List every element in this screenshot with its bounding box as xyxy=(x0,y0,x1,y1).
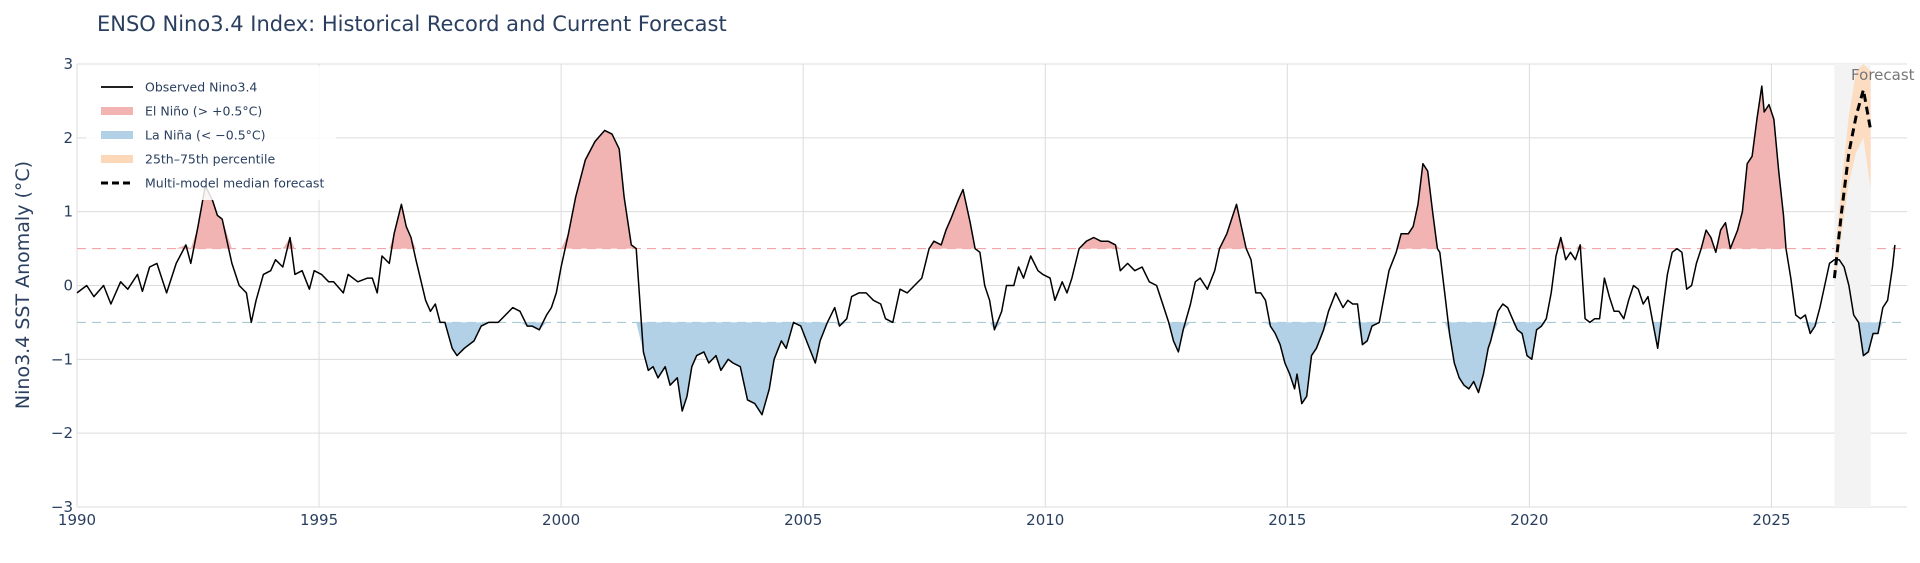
legend-label: 25th–75th percentile xyxy=(145,152,276,167)
y-tick-label: 0 xyxy=(63,277,73,295)
legend-swatch-band xyxy=(101,107,133,115)
observed-line xyxy=(76,85,1896,416)
legend-label: Multi-model median forecast xyxy=(145,176,324,191)
x-tick-label: 2025 xyxy=(1752,511,1790,529)
legend: Observed Nino3.4 El Niño (> +0.5°C) La Niñ… xyxy=(86,66,336,200)
legend-label: La Niña (< −0.5°C) xyxy=(145,128,266,143)
y-tick-label: 3 xyxy=(63,55,73,73)
legend-label: El Niño (> +0.5°C) xyxy=(145,104,262,119)
x-tick-label: 2020 xyxy=(1510,511,1548,529)
y-tick-label: 2 xyxy=(63,129,73,147)
x-tick-label: 2010 xyxy=(1026,511,1064,529)
legend-label: Observed Nino3.4 xyxy=(145,80,257,95)
chart-title: ENSO Nino3.4 Index: Historical Record an… xyxy=(97,12,727,36)
grid xyxy=(76,63,1907,508)
x-tick-label: 2005 xyxy=(784,511,822,529)
legend-swatch-band xyxy=(101,155,133,163)
x-tick-label: 2000 xyxy=(542,511,580,529)
la-nina-fill xyxy=(77,322,1895,415)
y-tick-label: −3 xyxy=(51,498,73,516)
y-tick-label: −2 xyxy=(51,424,73,442)
forecast-median-line xyxy=(1832,89,1873,279)
series-lines xyxy=(76,85,1896,416)
y-tick-label: 1 xyxy=(63,203,73,221)
x-tick-label: 1995 xyxy=(300,511,338,529)
y-axis-title: Nino3.4 SST Anomaly (°C) xyxy=(12,161,34,409)
y-tick-label: −1 xyxy=(51,350,73,368)
annotations: Forecast xyxy=(1851,66,1915,84)
legend-swatch-band xyxy=(101,131,133,139)
forecast-label: Forecast xyxy=(1851,66,1915,84)
x-tick-label: 2015 xyxy=(1268,511,1306,529)
el-nino-fill xyxy=(77,86,1895,249)
x-tick-label: 1990 xyxy=(58,511,96,529)
anomaly-fills xyxy=(77,64,1895,415)
forecast-percentile-band xyxy=(1834,64,1871,286)
